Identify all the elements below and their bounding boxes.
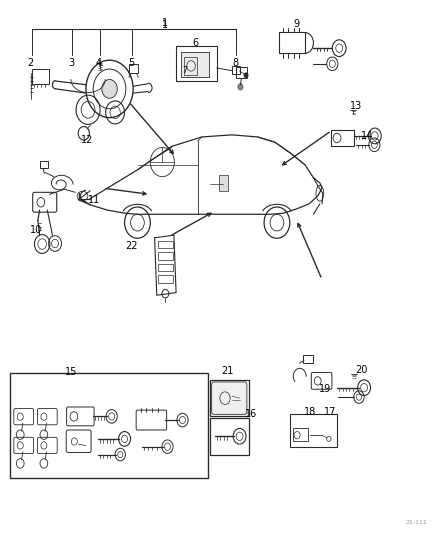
Text: 9: 9 xyxy=(293,19,299,29)
Text: 13: 13 xyxy=(350,101,363,111)
Bar xyxy=(290,414,337,447)
Bar xyxy=(158,264,173,271)
Bar xyxy=(332,130,354,147)
Bar xyxy=(209,418,249,455)
Bar xyxy=(129,64,138,73)
Bar xyxy=(209,380,249,416)
Bar xyxy=(232,66,240,74)
Bar xyxy=(158,253,173,260)
Text: 4: 4 xyxy=(96,58,102,68)
Text: 6: 6 xyxy=(192,38,198,48)
Text: 8: 8 xyxy=(232,58,238,68)
Text: 17: 17 xyxy=(324,407,336,417)
Bar xyxy=(219,175,228,191)
Text: 21-111: 21-111 xyxy=(406,520,427,525)
Text: 15: 15 xyxy=(65,367,77,377)
Text: 7: 7 xyxy=(182,66,187,75)
Text: 10: 10 xyxy=(31,225,42,235)
Text: 19: 19 xyxy=(319,384,332,394)
Bar xyxy=(181,52,209,77)
Bar xyxy=(303,356,313,362)
Bar xyxy=(293,429,308,441)
Text: 18: 18 xyxy=(304,407,316,417)
Circle shape xyxy=(238,84,243,90)
Text: 2: 2 xyxy=(27,58,33,68)
Bar xyxy=(236,67,247,78)
Bar xyxy=(39,161,48,168)
Bar xyxy=(176,45,217,81)
Bar xyxy=(10,373,208,478)
Bar xyxy=(158,241,173,248)
Text: 16: 16 xyxy=(245,409,257,419)
Text: 5: 5 xyxy=(128,58,134,68)
Text: 22: 22 xyxy=(125,240,138,251)
Text: 21: 21 xyxy=(221,366,234,376)
Bar xyxy=(32,69,49,84)
Text: 12: 12 xyxy=(81,135,93,145)
Bar xyxy=(184,57,197,75)
Text: 14: 14 xyxy=(361,131,373,141)
Bar xyxy=(279,33,305,53)
FancyBboxPatch shape xyxy=(212,382,247,414)
Text: 1: 1 xyxy=(162,20,168,30)
Bar xyxy=(158,276,173,282)
Text: 1: 1 xyxy=(162,18,168,28)
Text: 11: 11 xyxy=(88,195,101,205)
Circle shape xyxy=(102,79,117,98)
Text: 20: 20 xyxy=(355,365,367,375)
Circle shape xyxy=(244,72,248,78)
Text: 3: 3 xyxy=(68,58,74,68)
